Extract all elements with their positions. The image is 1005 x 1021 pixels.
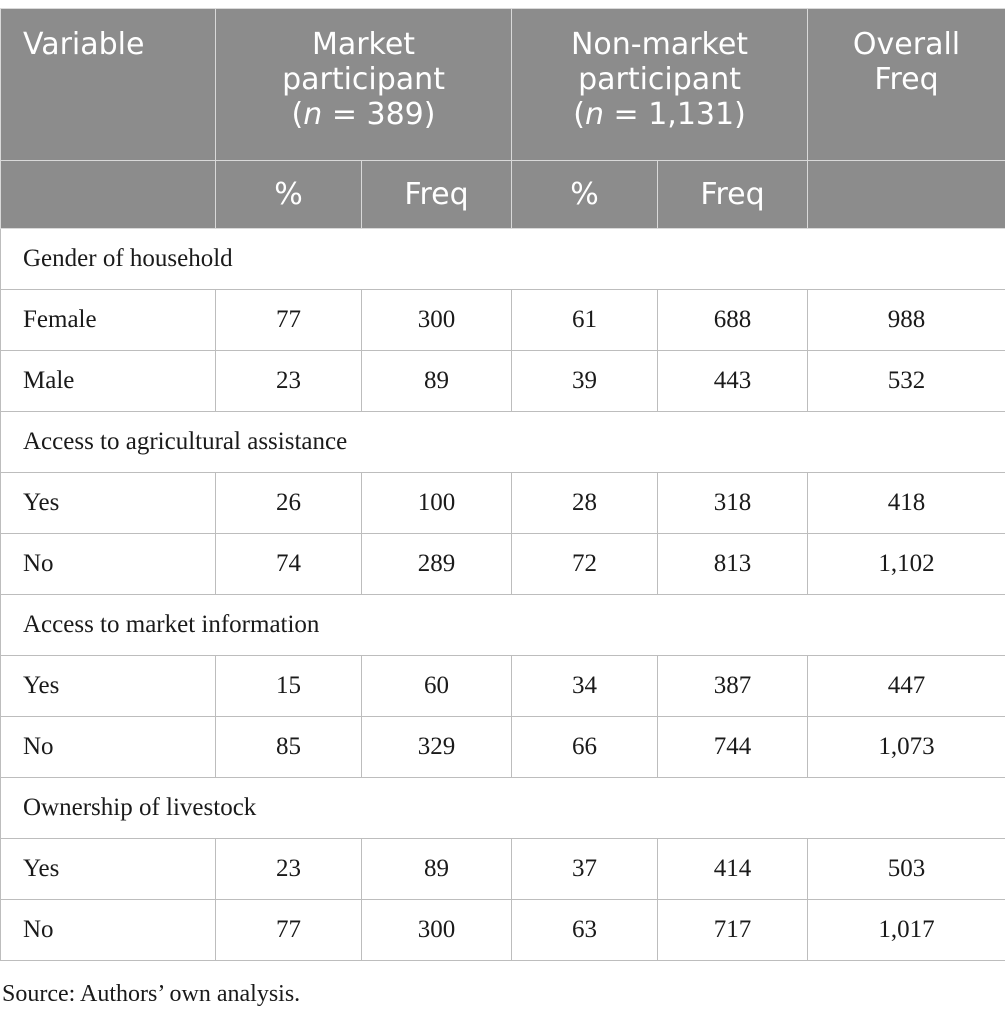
cell-nonmarket-freq: 387 — [657, 655, 809, 717]
cell-nonmarket-freq: 688 — [657, 289, 809, 351]
cell-market-freq: 289 — [360, 533, 513, 595]
table-body: Gender of household Female 77 300 61 688… — [0, 228, 1005, 961]
group-title: Ownership of livestock — [0, 777, 1005, 839]
cell-nonmarket-freq: 744 — [657, 716, 809, 778]
cell-overall-freq: 532 — [807, 350, 1005, 412]
cell-overall-freq: 418 — [807, 472, 1005, 534]
cell-market-freq: 329 — [360, 716, 513, 778]
table-row: Yes 23 89 37 414 503 — [0, 838, 1005, 900]
header-variable: Variable — [0, 8, 216, 161]
cell-overall-freq: 447 — [807, 655, 1005, 717]
group-title: Access to agricultural assistance — [0, 411, 1005, 473]
group-title: Access to market information — [0, 594, 1005, 656]
cell-market-pct: 77 — [215, 289, 362, 351]
cell-nonmarket-pct: 34 — [511, 655, 659, 717]
row-label: No — [0, 899, 216, 961]
header-non-market-participant: Non-market participant (n = 1,131) — [511, 8, 809, 161]
source-note: Source: Authors’ own analysis. — [2, 981, 301, 1007]
cell-market-freq: 100 — [360, 472, 513, 534]
group-title: Gender of household — [0, 228, 1005, 290]
cell-nonmarket-pct: 39 — [511, 350, 659, 412]
header-market-freq: Freq — [360, 160, 513, 229]
header-blank — [0, 160, 216, 229]
cell-market-pct: 74 — [215, 533, 362, 595]
row-label: Yes — [0, 655, 216, 717]
cell-market-pct: 77 — [215, 899, 362, 961]
group-row-livestock: Ownership of livestock — [0, 777, 1005, 839]
row-label: Female — [0, 289, 216, 351]
cell-overall-freq: 1,017 — [807, 899, 1005, 961]
cell-nonmarket-freq: 813 — [657, 533, 809, 595]
cell-nonmarket-freq: 443 — [657, 350, 809, 412]
cell-nonmarket-freq: 414 — [657, 838, 809, 900]
cell-market-pct: 26 — [215, 472, 362, 534]
cell-nonmarket-freq: 318 — [657, 472, 809, 534]
cell-market-pct: 23 — [215, 838, 362, 900]
cell-market-pct: 15 — [215, 655, 362, 717]
cell-overall-freq: 988 — [807, 289, 1005, 351]
table-row: Yes 15 60 34 387 447 — [0, 655, 1005, 717]
cell-market-pct: 23 — [215, 350, 362, 412]
cell-overall-freq: 503 — [807, 838, 1005, 900]
header-overall-freq: Overall Freq — [807, 8, 1005, 161]
cell-overall-freq: 1,073 — [807, 716, 1005, 778]
cell-market-freq: 89 — [360, 350, 513, 412]
row-label: Yes — [0, 472, 216, 534]
row-label: No — [0, 716, 216, 778]
row-label: No — [0, 533, 216, 595]
header-nonmarket-freq: Freq — [657, 160, 809, 229]
cell-nonmarket-pct: 72 — [511, 533, 659, 595]
cell-market-freq: 300 — [360, 289, 513, 351]
table-row: No 77 300 63 717 1,017 — [0, 899, 1005, 961]
table-row: Male 23 89 39 443 532 — [0, 350, 1005, 412]
group-row-gender: Gender of household — [0, 228, 1005, 290]
table-row: Female 77 300 61 688 988 — [0, 289, 1005, 351]
table-header: Variable Market participant (n = 389) No… — [0, 8, 1005, 229]
table-row: No 85 329 66 744 1,073 — [0, 716, 1005, 778]
group-row-market-information: Access to market information — [0, 594, 1005, 656]
cell-nonmarket-pct: 63 — [511, 899, 659, 961]
cell-overall-freq: 1,102 — [807, 533, 1005, 595]
data-table: Variable Market participant (n = 389) No… — [0, 8, 1005, 961]
cell-nonmarket-pct: 28 — [511, 472, 659, 534]
row-label: Male — [0, 350, 216, 412]
table-row: Yes 26 100 28 318 418 — [0, 472, 1005, 534]
header-market-participant: Market participant (n = 389) — [214, 8, 513, 161]
cell-nonmarket-pct: 37 — [511, 838, 659, 900]
header-overall-blank — [807, 160, 1005, 229]
header-nonmarket-pct: % — [511, 160, 659, 229]
group-row-agricultural-assistance: Access to agricultural assistance — [0, 411, 1005, 473]
row-label: Yes — [0, 838, 216, 900]
header-market-pct: % — [215, 160, 362, 229]
cell-market-freq: 300 — [360, 899, 513, 961]
cell-market-freq: 60 — [360, 655, 513, 717]
cell-market-freq: 89 — [360, 838, 513, 900]
cell-nonmarket-freq: 717 — [657, 899, 809, 961]
cell-market-pct: 85 — [215, 716, 362, 778]
cell-nonmarket-pct: 61 — [511, 289, 659, 351]
table-row: No 74 289 72 813 1,102 — [0, 533, 1005, 595]
cell-nonmarket-pct: 66 — [511, 716, 659, 778]
